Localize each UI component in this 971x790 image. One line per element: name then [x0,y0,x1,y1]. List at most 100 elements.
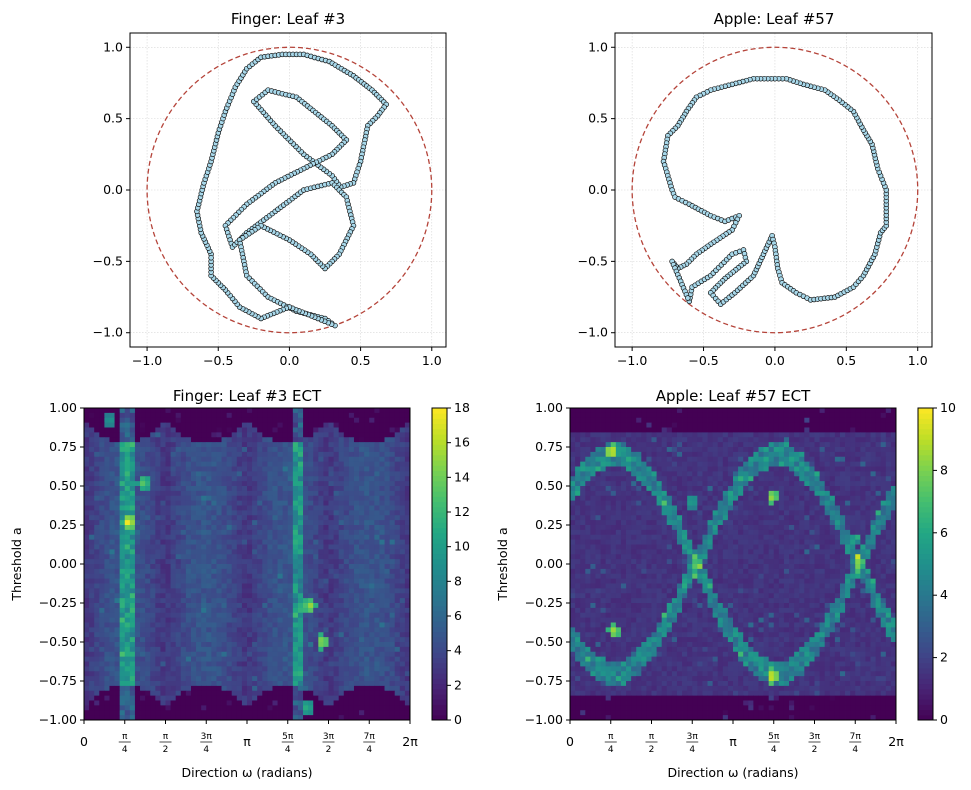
ect-cell [196,607,202,614]
ect-cell [369,656,375,662]
ect-cell [252,598,258,604]
ect-cell [170,408,177,414]
ect-cell [333,481,340,487]
ect-cell [89,412,95,419]
ect-cell [119,476,126,482]
ect-cell [206,695,212,701]
ect-cell [180,598,187,604]
ect-cell [155,695,161,701]
ect-cell [282,486,289,492]
ect-cell [333,442,340,448]
ect-cell [353,481,360,487]
ect-cell [211,642,217,648]
ect-cell [196,447,202,453]
finger-outline-ticks: −1.0 −0.5 0.0 0.5 1.0−1.0−0.50.00.51.0 [93,39,442,368]
ect-cell [206,432,212,438]
ect-cell [267,637,273,643]
ect-cell [99,573,105,580]
ect-cell [364,661,370,667]
ect-cell [272,515,278,521]
ect-cell [124,476,131,482]
ect-cell [206,442,212,448]
ect-cell [211,534,217,541]
ect-cell [359,515,365,521]
ect-cell [99,588,105,594]
ect-cell [124,515,131,521]
ect-cell [247,495,253,502]
ect-cell [94,520,100,526]
ect-cell [180,651,187,658]
ect-cell [277,549,284,555]
y-tick-label: −0.5 [578,253,608,268]
ect-cell [348,598,355,604]
ect-cell [364,549,370,555]
ect-cell [328,666,334,672]
ect-cell [282,412,289,419]
ect-cell [180,593,187,599]
ect-cell [318,607,324,614]
ect-cell [282,447,289,453]
ect-cell [323,690,329,697]
ect-cell [221,695,228,701]
ect-cell [364,559,370,565]
ect-cell [226,554,233,560]
ect-cell [379,578,385,584]
ect-cell [267,695,273,701]
ect-cell [206,627,212,633]
ect-cell [292,417,299,424]
ect-cell [282,695,289,701]
ect-cell [216,559,222,565]
ect-cell [140,685,146,692]
ect-cell [348,515,355,521]
ect-cell [374,505,380,511]
ect-cell [134,627,141,633]
ect-cell [150,495,156,502]
ect-cell [318,495,324,502]
ect-cell [165,481,171,487]
ect-cell [374,607,380,614]
ect-cell [190,671,197,677]
ect-cell [124,495,131,502]
ect-cell [155,622,161,628]
ect-cell [150,700,156,706]
ect-cell [353,539,360,545]
ect-cell [94,661,100,667]
ect-cell [323,422,329,428]
ect-cell [114,632,121,638]
ect-cell [374,710,380,716]
ect-cell [333,500,340,506]
ect-cell [369,593,375,599]
ect-cell [211,661,217,667]
ect-cell [338,529,345,536]
ect-cell [165,705,171,711]
ect-cell [140,559,146,565]
ect-cell [287,583,294,589]
ect-cell [257,607,263,614]
ect-cell [84,481,90,487]
ect-cell [374,685,380,692]
ect-cell [384,666,391,672]
tick-denominator: 4 [285,745,291,755]
ect-cell [145,495,151,502]
ect-cell [353,690,360,697]
ect-cell [84,437,90,443]
ect-cell [84,471,90,477]
ect-cell [308,622,314,628]
ect-cell [313,622,319,628]
ect-cell [99,676,105,682]
ect-cell [190,646,197,653]
ect-cell [206,554,212,560]
ect-cell [374,495,380,502]
ect-cell [313,627,319,633]
ect-cell [348,700,355,706]
ect-cell [165,642,171,648]
ect-cell [94,510,100,516]
ect-cell [109,529,115,536]
colorbar-segment [432,491,447,497]
ect-cell [287,461,294,467]
ect-cell [145,549,151,555]
ect-cell [185,554,192,560]
ect-cell [89,681,95,687]
ect-cell [241,554,248,560]
ect-cell [359,607,365,614]
